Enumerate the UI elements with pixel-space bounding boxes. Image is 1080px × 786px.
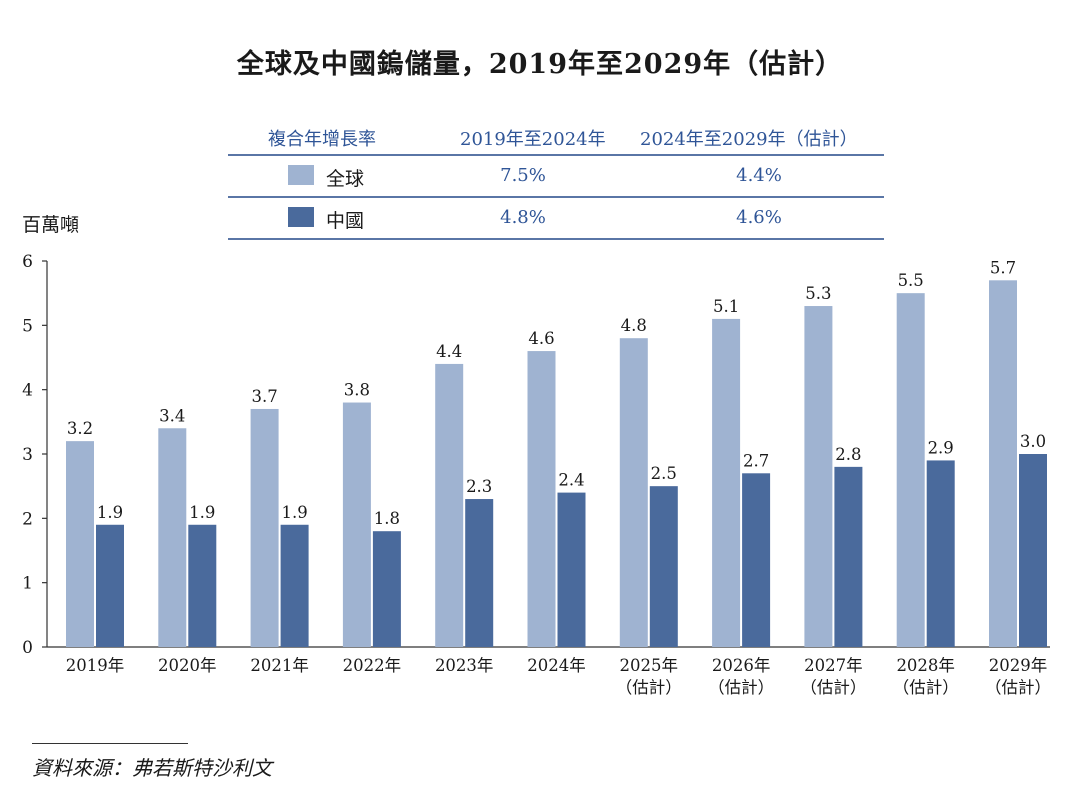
data-label-global: 5.5 [898,271,924,290]
x-tick-label: （估計） [708,678,774,697]
data-label-china: 1.9 [189,503,215,522]
x-tick-label: 2028年 [896,656,955,675]
data-label-global: 3.8 [344,381,370,400]
y-tick-label: 2 [22,509,33,529]
data-label-global: 4.6 [528,329,554,348]
data-label-global: 5.3 [805,284,831,303]
bar-global [435,363,464,647]
x-tick-label: 2027年 [804,656,863,675]
data-label-china: 2.4 [558,471,584,490]
x-tick-label: （估計） [893,678,959,697]
y-tick-label: 4 [22,381,33,401]
data-label-china: 2.8 [835,445,861,464]
bar-china [926,460,955,647]
bar-global [250,408,279,647]
x-tick-label: 2025年 [620,656,679,675]
bar-global [712,318,741,647]
bar-global [804,306,833,647]
x-tick-label: （估計） [985,678,1051,697]
data-label-global: 3.7 [251,387,277,406]
data-label-china: 1.8 [374,509,400,528]
cagr-header-label: 複合年增長率 [268,129,376,150]
y-axis-label: 百萬噸 [22,214,80,236]
bar-china [372,531,401,647]
x-tick-label: 2029年 [989,656,1048,675]
bar-global [527,351,556,647]
data-label-china: 2.3 [466,477,492,496]
bar-chart: 0 1 2 3 4 5 6 3.2 1.9 2019年 3.4 1.9 2020年 3.7 1.9 2021年… [22,252,1051,697]
bar-china [465,499,494,647]
chart-title: 全球及中國鎢儲量，2019年至2029年（估計） [236,49,844,80]
x-tick-label: 2021年 [250,656,309,675]
x-tick-label: 2026年 [712,656,771,675]
cagr-row-global: 全球 7.5% 4.4% [228,156,884,198]
cagr-china-2024-2029: 4.6% [736,207,782,228]
source-note: 資料來源：弗若斯特沙利文 [32,756,272,780]
data-label-global: 5.7 [990,258,1016,277]
source-divider [32,743,188,744]
x-tick-label: 2022年 [343,656,402,675]
data-label-global: 4.4 [436,342,462,361]
x-tick-label: （估計） [616,678,682,697]
cagr-header-2019-2024: 2019年至2024年 [460,129,606,150]
y-tick-label: 6 [22,252,33,272]
x-tick-label: 2019年 [66,656,125,675]
cagr-header-2024-2029: 2024年至2029年（估計） [640,129,858,150]
cagr-china-2019-2024: 4.8% [500,207,546,228]
bar-china [834,466,863,647]
bar-global [158,428,187,647]
y-tick-label: 5 [22,316,33,336]
cagr-global-2019-2024: 7.5% [500,165,546,186]
legend-label-global: 全球 [326,168,365,190]
data-label-china: 1.9 [281,503,307,522]
bar-china [280,524,309,647]
cagr-global-2024-2029: 4.4% [736,165,782,186]
data-label-china: 2.7 [743,451,769,470]
bar-global [989,280,1017,647]
data-label-china: 2.9 [928,438,954,457]
legend-label-china: 中國 [326,210,365,232]
cagr-row-china: 中國 4.8% 4.6% [228,198,884,240]
x-tick-label: （估計） [800,678,866,697]
data-label-china: 3.0 [1020,432,1046,451]
y-tick-label: 1 [22,574,33,594]
x-tick-label: 2023年 [435,656,494,675]
legend-swatch-china [288,207,314,227]
cagr-table-header: 複合年增長率 2019年至2024年 2024年至2029年（估計） [228,118,884,156]
data-label-global: 3.4 [159,406,185,425]
bar-china [742,473,771,647]
bar-global [896,293,925,647]
bar-china [1019,454,1047,647]
y-tick-label: 3 [22,445,33,465]
bar-global [66,441,94,647]
data-label-global: 4.8 [621,316,647,335]
bar-global [342,402,371,647]
legend-swatch-global [288,165,314,185]
y-tick-label: 0 [22,638,33,658]
bar-china [188,524,217,647]
data-label-china: 1.9 [97,503,123,522]
data-label-global: 3.2 [67,419,93,438]
bar-global [619,338,648,647]
bar-china [96,524,124,647]
data-label-china: 2.5 [651,464,677,483]
x-tick-label: 2020年 [158,656,217,675]
data-label-global: 5.1 [713,297,739,316]
bar-china [557,492,586,647]
x-tick-label: 2024年 [527,656,586,675]
bar-china [649,486,678,647]
cagr-table: 複合年增長率 2019年至2024年 2024年至2029年（估計） 全球 7.… [228,118,884,240]
